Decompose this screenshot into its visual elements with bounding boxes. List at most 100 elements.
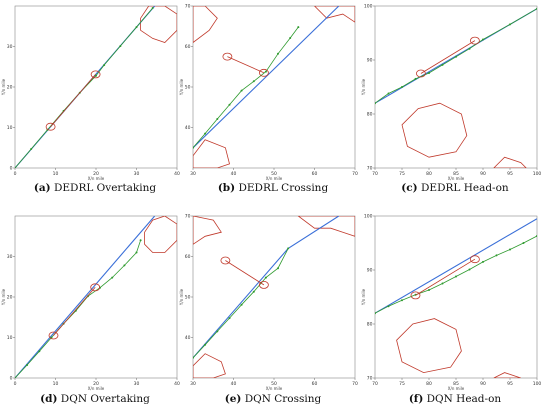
trajectory-point <box>135 26 138 29</box>
plot-area <box>15 6 177 168</box>
trajectory-point <box>95 74 97 77</box>
plot-frame <box>374 215 538 379</box>
obstacle-boundary <box>396 318 462 374</box>
x-axis-label: X/n mile <box>266 386 283 391</box>
trajectory-point <box>401 86 403 88</box>
trajectory-point <box>509 23 511 26</box>
obstacle-boundary <box>144 216 177 253</box>
y-tick-label: 60 <box>185 44 191 50</box>
trajectory-line <box>15 240 141 378</box>
obstacle-boundary <box>297 216 355 237</box>
y-tick-label: 40 <box>185 125 191 131</box>
reference-path-line <box>193 6 340 149</box>
trajectory-point <box>375 312 376 315</box>
encounter-line <box>53 287 96 336</box>
x-tick-label: 70 <box>372 171 378 177</box>
chart-panel-a: 0 10 20 30 40 0 10 20 30 X/n mile Y/n mile <box>1 5 180 181</box>
encounter-circle <box>90 283 101 292</box>
trajectory-line <box>15 7 154 168</box>
trajectory-point <box>375 102 376 105</box>
y-tick-label: 50 <box>185 85 191 91</box>
trajectory-point <box>193 146 194 149</box>
trajectory-point <box>387 305 390 308</box>
x-tick-label: 50 <box>271 171 277 177</box>
y-tick-label: 70 <box>185 4 191 10</box>
y-tick-label: 90 <box>367 268 373 274</box>
trajectory-point <box>468 47 471 50</box>
x-tick-label: 70 <box>372 381 378 387</box>
chart-panel-b: 30 40 50 60 70 40 50 60 70 X/n mile Y/n mile <box>179 4 358 182</box>
x-tick-label: 70 <box>352 171 358 177</box>
caption-d-tag: (d) <box>40 393 58 405</box>
chart-a: 0 10 20 30 40 0 10 20 30 X/n mile Y/n mile <box>1 5 180 181</box>
caption-c-tag: (c) <box>401 182 418 194</box>
trajectory-point <box>297 26 300 29</box>
encounter-circle <box>220 256 231 265</box>
y-tick-label: 50 <box>185 295 191 301</box>
trajectory-point <box>26 364 29 366</box>
plot-area <box>375 7 537 168</box>
trajectory-point <box>240 89 243 92</box>
encounter-circle <box>48 331 59 340</box>
obstacle-boundary <box>193 6 218 44</box>
trajectory-point <box>441 282 444 285</box>
chart-c: 70 75 80 85 90 95 100 70 80 90 100 X/n mile Y/n mile <box>361 4 541 182</box>
chart-e: 30 40 50 60 70 40 50 60 70 X/n mile Y/n mile <box>179 214 358 392</box>
x-tick-label: 0 <box>14 171 17 177</box>
x-tick-label: 60 <box>312 381 318 387</box>
plot-area <box>193 6 355 168</box>
x-tick-label: 80 <box>426 171 432 177</box>
encounter-circle <box>410 291 421 300</box>
trajectory-point <box>123 264 126 267</box>
y-axis-label: Y/n mile <box>361 78 366 96</box>
trajectory-point <box>151 7 154 9</box>
y-tick-label: 20 <box>7 295 13 301</box>
plot-frame <box>14 215 178 379</box>
encounter-line <box>225 260 265 286</box>
trajectory-point <box>252 80 255 83</box>
x-tick-label: 90 <box>480 381 486 387</box>
obstacle-boundary <box>140 6 177 43</box>
plot-frame <box>14 5 178 169</box>
x-tick-label: 60 <box>312 171 318 177</box>
x-tick-label: 80 <box>426 381 432 387</box>
y-tick-label: 100 <box>364 4 373 10</box>
y-axis-label: Y/n mile <box>1 288 6 306</box>
x-tick-label: 20 <box>93 381 99 387</box>
caption-f: (f) DQN Head-on <box>365 393 545 405</box>
trajectory-point <box>228 103 231 106</box>
caption-c: (c) DEDRL Head-on <box>365 182 545 194</box>
trajectory-point <box>277 52 279 55</box>
trajectory-point <box>216 118 219 120</box>
y-axis-label: Y/n mile <box>1 78 6 96</box>
y-tick-label: 100 <box>364 214 373 220</box>
trajectory-point <box>482 260 484 263</box>
x-tick-label: 95 <box>507 171 513 177</box>
plot-frame <box>374 5 538 169</box>
y-axis-label: Y/n mile <box>179 288 184 306</box>
encounter-line <box>415 258 476 296</box>
trajectory-point <box>401 299 403 302</box>
trajectory-point <box>103 64 106 67</box>
trajectory-point <box>289 37 292 39</box>
trajectory-point <box>264 70 267 73</box>
trajectory-point <box>15 377 16 378</box>
y-axis-label: Y/n mile <box>361 288 366 306</box>
caption-b-text: DEDRL Crossing <box>238 182 329 194</box>
x-tick-label: 30 <box>190 171 196 177</box>
x-tick-label: 85 <box>453 171 459 177</box>
y-tick-label: 70 <box>367 376 373 382</box>
y-tick-label: 80 <box>367 322 373 328</box>
y-tick-label: 70 <box>367 166 373 172</box>
trajectory-point <box>536 235 537 237</box>
obstacle-boundary <box>493 156 527 168</box>
trajectory-point <box>119 45 122 48</box>
y-tick-label: 10 <box>7 335 13 341</box>
caption-e-text: DQN Crossing <box>244 393 322 405</box>
chart-d: 0 10 20 30 40 0 10 20 30 X/n mile Y/n mile <box>1 215 180 391</box>
obstacle-boundary <box>313 6 355 23</box>
trajectory-point <box>15 167 16 168</box>
trajectory-point <box>204 132 207 135</box>
chart-panel-f: 70 75 80 85 90 95 100 70 80 90 100 X/n mile Y/n mile <box>361 214 541 392</box>
y-tick-label: 90 <box>367 58 373 64</box>
